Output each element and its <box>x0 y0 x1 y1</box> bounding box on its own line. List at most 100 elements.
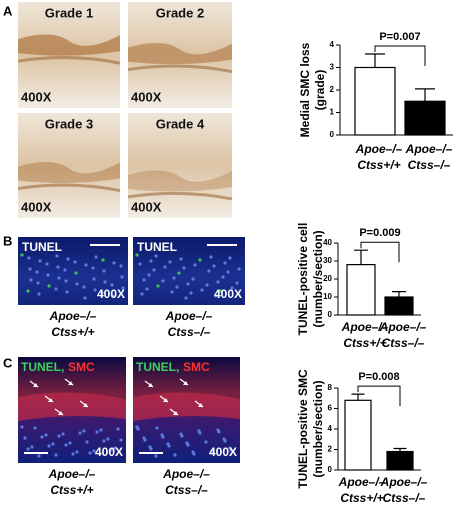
nucleus <box>93 288 97 292</box>
nucleus <box>167 444 171 448</box>
y-tick-label: 1 <box>330 108 335 117</box>
nucleus <box>143 438 147 442</box>
nucleus <box>68 441 72 445</box>
magnification: 400X <box>21 199 52 214</box>
nucleus <box>193 263 197 267</box>
bar <box>354 66 396 136</box>
nucleus <box>177 271 181 275</box>
nucleus <box>147 273 151 277</box>
nucleus <box>36 281 40 285</box>
magnification: 400X <box>95 445 123 459</box>
bar <box>346 264 376 316</box>
x-tick-label: Ctss–/– <box>408 158 451 172</box>
nucleus <box>73 260 77 264</box>
x-tick-label: Ctss+/+ <box>357 158 400 172</box>
y-tick-label: 20 <box>323 274 332 283</box>
nucleus <box>207 269 211 273</box>
nucleus <box>186 282 190 286</box>
nucleus <box>95 430 99 434</box>
arrow-head <box>183 381 188 385</box>
nucleus <box>237 267 241 271</box>
micrograph <box>128 113 232 218</box>
nucleus <box>85 440 89 444</box>
nucleus <box>29 278 33 282</box>
nucleus <box>230 286 234 290</box>
y-axis-label: (number/section) <box>311 380 325 477</box>
nucleus <box>47 444 51 448</box>
nucleus <box>88 451 92 455</box>
panel-letter: B <box>3 233 12 248</box>
nucleus <box>47 284 51 288</box>
nucleus <box>57 434 61 438</box>
image-label: TUNEL <box>22 240 62 254</box>
x-tick-label: Apoe–/– <box>341 320 389 334</box>
genotype-caption: Ctss–/– <box>165 483 208 497</box>
arrow-head <box>48 398 53 402</box>
nucleus <box>161 279 165 283</box>
tissue-band <box>128 43 232 65</box>
nucleus <box>119 264 123 268</box>
nucleus <box>100 291 104 295</box>
nucleus <box>44 433 48 437</box>
y-tick-label: 6 <box>328 404 333 413</box>
nucleus <box>186 443 190 447</box>
error-bar <box>415 88 435 102</box>
x-tick-label: Ctss+/+ <box>343 336 386 350</box>
nucleus <box>45 262 49 266</box>
nucleus <box>161 435 165 439</box>
error-bar <box>392 291 406 297</box>
nucleus <box>74 271 78 275</box>
magnification: 400X <box>209 445 237 459</box>
nucleus <box>92 277 96 281</box>
nucleus <box>109 448 113 452</box>
image-label: SMC <box>68 360 95 374</box>
genotype-caption: Apoe–/– <box>162 467 210 481</box>
error-bar <box>393 447 407 452</box>
nucleus <box>120 275 124 279</box>
nucleus <box>64 279 68 283</box>
arrow-head <box>83 403 88 407</box>
arrow-head <box>33 383 38 387</box>
nucleus <box>229 448 233 452</box>
nucleus <box>102 439 106 443</box>
nucleus <box>33 426 37 430</box>
bar <box>384 296 414 316</box>
nucleus <box>55 254 59 258</box>
y-axis-label: Medial SMC loss <box>298 42 312 137</box>
image-label: SMC <box>183 360 210 374</box>
image-label: Grade 3 <box>45 116 93 131</box>
nucleus <box>149 259 153 263</box>
nucleus <box>121 286 125 290</box>
p-value: P=0.009 <box>359 227 400 239</box>
y-tick-label: 2 <box>328 445 333 454</box>
significance-bracket <box>360 241 400 263</box>
significance-bracket <box>374 45 426 66</box>
nucleus <box>191 277 195 281</box>
nucleus <box>172 276 176 280</box>
magnification: 400X <box>21 89 52 104</box>
nucleus <box>154 254 158 258</box>
bar <box>344 399 372 471</box>
tissue-band <box>17 183 121 193</box>
nucleus <box>184 296 188 300</box>
nucleus <box>212 264 216 268</box>
nucleus <box>82 429 86 433</box>
y-axis-label: (grade) <box>313 70 327 111</box>
nucleus <box>209 255 213 259</box>
nucleus <box>99 428 103 432</box>
nucleus <box>180 434 184 438</box>
y-tick-label: 30 <box>323 256 332 265</box>
x-tick-label: Apoe–/– <box>380 475 428 489</box>
nucleus <box>219 289 223 293</box>
significance-bracket <box>357 385 401 407</box>
nucleus <box>200 288 204 292</box>
tissue-band <box>127 64 233 74</box>
nucleus <box>37 292 41 296</box>
nucleus <box>94 255 98 259</box>
arrow-head <box>163 398 168 402</box>
nucleus <box>91 266 95 270</box>
nucleus <box>214 294 218 298</box>
x-tick-label: Apoe–/– <box>379 320 427 334</box>
